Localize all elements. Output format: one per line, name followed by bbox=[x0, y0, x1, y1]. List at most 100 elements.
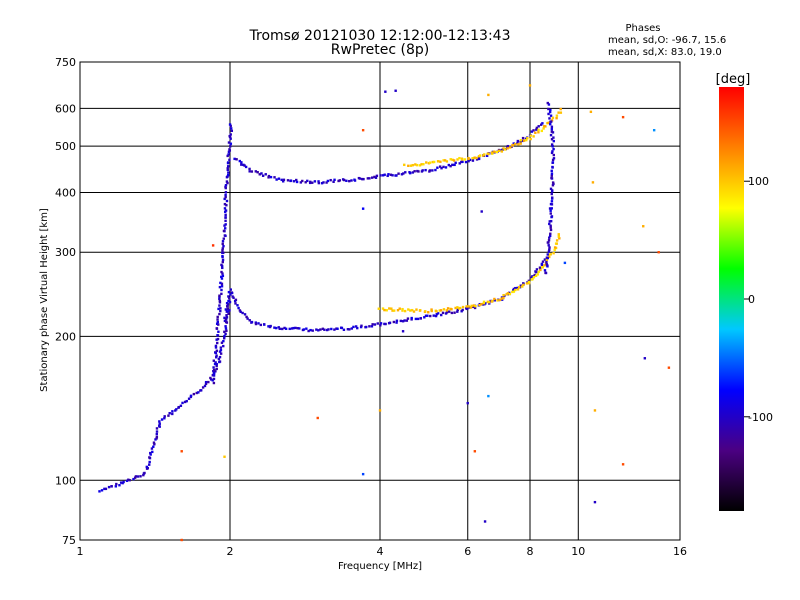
colorbar-label: [deg] bbox=[716, 72, 751, 87]
trace-point bbox=[132, 477, 135, 481]
trace-point bbox=[175, 408, 178, 411]
trace-point bbox=[267, 176, 270, 179]
trace-point bbox=[218, 295, 221, 299]
trace-point bbox=[549, 202, 553, 206]
trace-point bbox=[511, 290, 514, 294]
trace-point bbox=[467, 159, 470, 163]
trace-point bbox=[261, 174, 265, 177]
trace-point bbox=[375, 174, 379, 178]
trace-point bbox=[414, 317, 418, 321]
trace-point bbox=[307, 329, 310, 333]
trace-point bbox=[224, 193, 227, 197]
trace-point bbox=[416, 317, 420, 321]
trace-point bbox=[445, 160, 449, 163]
trace-point bbox=[392, 320, 396, 324]
trace-point bbox=[277, 177, 281, 180]
trace-point bbox=[223, 330, 226, 333]
trace-point bbox=[541, 266, 544, 269]
trace-point bbox=[447, 310, 451, 313]
trace-point bbox=[391, 309, 394, 312]
trace-point bbox=[384, 322, 387, 326]
trace-point bbox=[559, 111, 563, 114]
trace-point bbox=[280, 178, 283, 182]
trace-point bbox=[477, 157, 481, 161]
trace-point bbox=[223, 316, 226, 320]
trace-point bbox=[204, 380, 208, 384]
trace-point bbox=[115, 482, 118, 486]
trace-point bbox=[529, 276, 533, 279]
trace-point bbox=[224, 332, 227, 336]
trace-point bbox=[456, 310, 459, 313]
trace-point bbox=[497, 298, 501, 302]
trace-point bbox=[438, 309, 441, 312]
trace-point bbox=[203, 384, 207, 388]
trace-point bbox=[212, 377, 216, 381]
trace-point bbox=[226, 305, 229, 308]
trace-point bbox=[408, 171, 412, 175]
trace-point bbox=[100, 489, 104, 492]
trace-point bbox=[227, 299, 230, 303]
trace-point bbox=[319, 328, 322, 331]
scatter-point bbox=[180, 538, 183, 542]
y-tick-label: 200 bbox=[55, 330, 76, 343]
trace-point bbox=[342, 178, 346, 182]
trace-point bbox=[447, 163, 451, 167]
trace-point bbox=[200, 389, 203, 392]
trace-point bbox=[258, 173, 261, 176]
scatter-point bbox=[473, 450, 477, 453]
trace-point bbox=[519, 139, 523, 142]
trace-point bbox=[548, 220, 551, 223]
trace-point bbox=[228, 300, 232, 304]
trace-point bbox=[391, 174, 394, 177]
trace-point bbox=[152, 441, 156, 444]
trace-point bbox=[406, 317, 410, 320]
trace-point bbox=[218, 297, 221, 301]
scatter-point bbox=[643, 357, 647, 360]
trace-point bbox=[223, 337, 226, 340]
scatter-point bbox=[589, 110, 593, 114]
trace-point bbox=[527, 280, 531, 284]
trace-point bbox=[216, 341, 219, 345]
trace-point bbox=[233, 299, 237, 303]
trace-point bbox=[516, 286, 519, 290]
trace-point bbox=[550, 196, 554, 199]
trace-point bbox=[107, 485, 111, 489]
trace-point bbox=[292, 326, 295, 330]
trace-point bbox=[395, 174, 398, 177]
trace-point bbox=[224, 216, 227, 219]
trace-point bbox=[552, 252, 555, 255]
scatter-point bbox=[667, 366, 671, 369]
trace-point bbox=[537, 131, 540, 134]
trace-point bbox=[550, 215, 554, 218]
trace-point bbox=[550, 138, 554, 141]
trace-point bbox=[212, 381, 216, 385]
trace-point bbox=[544, 125, 547, 128]
trace-point bbox=[548, 222, 551, 226]
trace-point bbox=[424, 314, 428, 317]
trace-point bbox=[535, 126, 539, 130]
trace-point bbox=[471, 157, 474, 160]
trace-point bbox=[221, 260, 224, 264]
trace-point bbox=[259, 323, 262, 327]
scatter-point bbox=[223, 455, 226, 458]
trace-point bbox=[225, 310, 229, 313]
trace-point bbox=[219, 309, 222, 313]
trace-point bbox=[212, 366, 215, 369]
trace-point bbox=[151, 450, 154, 454]
scatter-point bbox=[401, 330, 405, 333]
trace-point bbox=[273, 326, 276, 329]
trace-point bbox=[453, 163, 456, 167]
trace-point bbox=[444, 166, 448, 169]
trace-point bbox=[211, 379, 214, 382]
trace-point bbox=[553, 246, 557, 249]
trace-point bbox=[516, 139, 520, 143]
trace-point bbox=[545, 256, 549, 259]
trace-point bbox=[401, 309, 404, 312]
trace-point bbox=[471, 159, 475, 162]
trace-point bbox=[454, 306, 457, 310]
trace-point bbox=[234, 298, 238, 302]
trace-point bbox=[491, 299, 494, 303]
trace-point bbox=[446, 307, 450, 310]
trace-point bbox=[529, 137, 532, 141]
trace-point bbox=[289, 179, 293, 182]
